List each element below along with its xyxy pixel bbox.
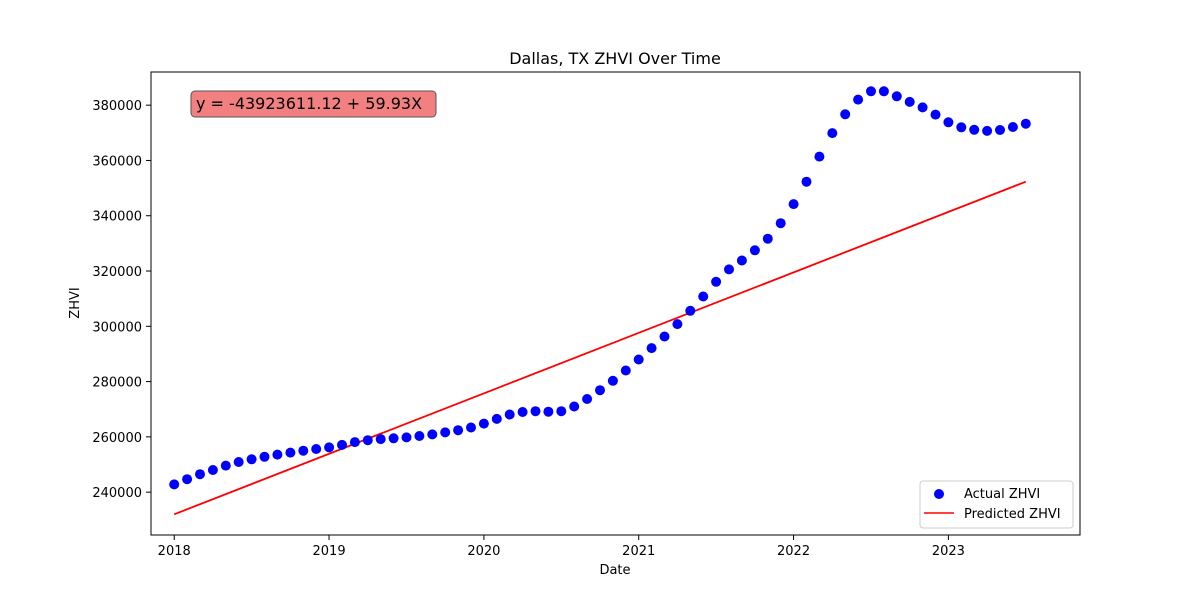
x-tick-label: 2019 (313, 544, 346, 559)
data-point (672, 319, 683, 330)
data-point (904, 96, 915, 107)
data-point (375, 434, 386, 445)
y-tick-label: 240000 (92, 486, 142, 501)
data-point (956, 122, 967, 133)
data-point (659, 331, 670, 342)
y-tick-label: 320000 (92, 265, 142, 280)
y-tick-label: 260000 (92, 431, 142, 446)
data-point (1020, 118, 1031, 129)
equation-annotation: y = -43923611.12 + 59.93X (190, 90, 437, 118)
data-point (582, 394, 593, 404)
data-point (762, 233, 773, 244)
data-point (259, 451, 270, 462)
equation-box (190, 90, 437, 118)
legend: Actual ZHVI Predicted ZHVI (919, 480, 1074, 529)
data-point (285, 447, 296, 458)
data-point (195, 469, 205, 480)
data-point (453, 425, 464, 436)
y-axis-label: ZHVI (68, 287, 83, 318)
equation-text: y = -43923611.12 + 59.93X (196, 94, 422, 113)
legend-marker-actual (934, 489, 944, 499)
plot-area (169, 86, 1031, 516)
data-point (233, 457, 244, 467)
data-point (556, 406, 567, 417)
data-point (530, 406, 541, 417)
data-point (775, 218, 786, 229)
data-point (969, 124, 980, 135)
x-tick-label: 2020 (467, 544, 500, 559)
data-point (272, 449, 283, 460)
data-point (569, 401, 580, 412)
data-point (853, 94, 864, 105)
data-point (207, 465, 218, 475)
data-point (995, 125, 1005, 135)
data-point (685, 305, 696, 316)
data-point (388, 433, 399, 444)
data-point (878, 86, 889, 97)
data-point (982, 125, 993, 136)
data-point (1007, 122, 1018, 132)
x-axis-label: Date (599, 563, 630, 578)
data-point (414, 431, 425, 441)
data-point (324, 442, 335, 453)
x-tick-label: 2023 (932, 544, 965, 559)
data-point (337, 439, 347, 450)
data-point (595, 385, 605, 396)
plot-frame (150, 71, 1081, 536)
x-tick-label: 2022 (777, 544, 810, 559)
data-point (362, 435, 373, 446)
data-point (724, 264, 734, 275)
x-tick-label: 2018 (158, 544, 191, 559)
data-point (517, 407, 528, 417)
data-point (504, 409, 515, 420)
legend-box (919, 480, 1074, 529)
data-point (246, 454, 257, 465)
y-axis: 240000 260000 280000 300000 320000 340000 3600… (92, 99, 151, 501)
y-tick-label: 380000 (92, 99, 142, 114)
y-tick-label: 280000 (92, 376, 142, 391)
data-point (169, 479, 180, 490)
x-tick-label: 2021 (622, 544, 655, 559)
x-axis: 2018 2019 2020 2021 2022 2023 (158, 535, 965, 559)
data-point (827, 128, 838, 139)
data-point (633, 354, 644, 365)
data-point (620, 365, 631, 376)
data-point (466, 422, 476, 433)
data-point (607, 375, 618, 386)
data-point (543, 406, 554, 417)
data-point (891, 91, 902, 102)
y-tick-label: 300000 (92, 320, 142, 335)
data-point (298, 445, 309, 456)
data-point (349, 437, 360, 448)
data-point (182, 474, 193, 485)
legend-label-actual: Actual ZHVI (964, 487, 1040, 502)
data-point (930, 109, 941, 120)
predicted-line (173, 180, 1027, 516)
y-tick-label: 360000 (92, 154, 142, 169)
data-point (866, 86, 876, 97)
data-point (736, 255, 747, 266)
data-point (711, 276, 722, 287)
data-point (220, 460, 231, 471)
data-point (917, 102, 928, 113)
data-point (311, 444, 322, 454)
data-point (840, 109, 851, 120)
data-point (478, 418, 489, 429)
y-tick-label: 340000 (92, 210, 142, 225)
data-point (698, 291, 709, 302)
chart-title: Dallas, TX ZHVI Over Time (509, 49, 721, 68)
data-point (401, 432, 412, 443)
data-point (427, 429, 438, 440)
data-point (646, 343, 657, 354)
data-point (749, 245, 760, 256)
data-point (788, 199, 799, 210)
data-point (801, 176, 812, 187)
data-point (440, 427, 451, 438)
data-point (491, 413, 502, 424)
data-point (814, 151, 825, 162)
legend-label-predicted: Predicted ZHVI (964, 507, 1061, 522)
data-point (943, 117, 954, 128)
